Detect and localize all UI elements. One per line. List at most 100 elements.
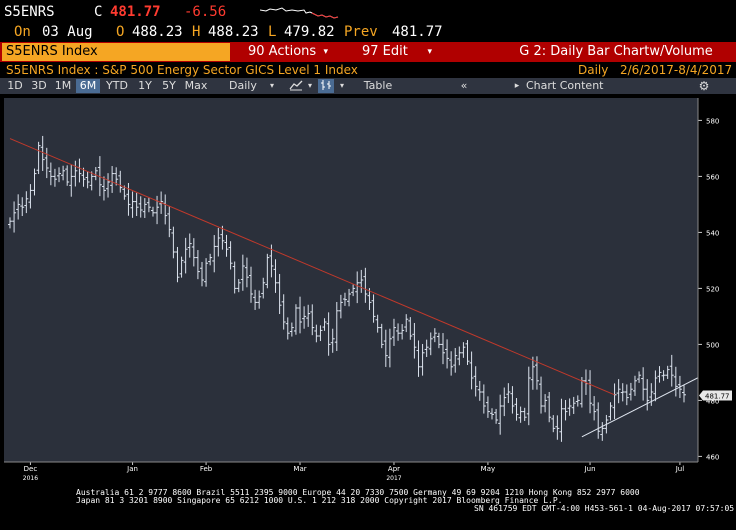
ohlc-bar: [114, 167, 119, 186]
ohlc-bar: [273, 259, 278, 293]
resistance-trendline[interactable]: [9, 138, 615, 396]
range-button-1y[interactable]: 1Y: [138, 79, 152, 92]
ohlc-bar: [257, 290, 262, 309]
double-chevron-left-icon[interactable]: «: [460, 79, 468, 92]
ohlc-bar: [293, 304, 298, 335]
ohlc-bar: [457, 346, 462, 366]
bar-chart-icon[interactable]: [318, 79, 334, 93]
ohlc-bar: [24, 191, 29, 214]
gear-icon[interactable]: ⚙: [698, 79, 710, 93]
y-tick-label: 500: [706, 341, 719, 349]
edit-menu-label: 97 Edit: [362, 44, 408, 59]
ohlc-bar: [628, 382, 633, 401]
range-button-5y[interactable]: 5Y: [162, 79, 176, 92]
ohlc-bar: [559, 398, 564, 442]
ohlc-bar: [432, 328, 437, 343]
ohlc-bar: [530, 356, 535, 390]
chart-title-bar: S5ENRS Index : S&P 500 Energy Sector GIC…: [0, 62, 736, 78]
frequency-select[interactable]: Daily: [226, 79, 267, 93]
ohlc-bar: [481, 384, 486, 414]
footer-line-3: SN 461759 EDT GMT-4:00 H453-561-1 04-Aug…: [474, 504, 735, 513]
x-tick-label: Apr: [388, 465, 400, 473]
table-button[interactable]: Table: [356, 79, 400, 93]
ohlc-bar: [661, 370, 666, 381]
ohlc-bar: [122, 185, 127, 200]
line-tool-dropdown-icon[interactable]: ▾: [307, 81, 312, 90]
ohlc-bar: [608, 402, 613, 421]
last-label: C: [94, 4, 103, 20]
range-button-1m[interactable]: 1M: [54, 79, 72, 92]
ohlc-bar: [632, 375, 637, 396]
ohlc-bar: [563, 399, 568, 421]
ohlc-bar: [138, 196, 143, 218]
ohlc-bar: [65, 165, 70, 186]
support-trendline[interactable]: [581, 377, 699, 438]
footer: Australia 61 2 9777 8600 Brazil 5511 239…: [0, 486, 736, 530]
ohlc-bar: [334, 301, 339, 351]
ohlc-bar: [359, 269, 364, 293]
ohlc-bar: [281, 294, 286, 330]
prev-label: Prev: [344, 24, 378, 40]
ohlc-bar: [57, 167, 62, 183]
line-chart-icon[interactable]: [288, 79, 304, 93]
open-label: O: [116, 24, 125, 40]
ohlc-bar: [645, 379, 650, 411]
range-button-1d[interactable]: 1D: [7, 79, 23, 92]
date-range[interactable]: 2/6/2017-8/4/2017: [620, 63, 733, 77]
ohlc-bar: [469, 351, 474, 390]
frequency-dropdown-icon[interactable]: ▾: [269, 81, 274, 90]
ohlc-bar: [224, 234, 229, 257]
ohlc-bar: [216, 227, 221, 257]
x-tick-label: May: [481, 465, 495, 473]
ohlc-bar: [420, 343, 425, 376]
ohlc-bar: [130, 191, 135, 218]
last-price: 481.77: [110, 4, 161, 20]
ohlc-bar: [199, 261, 204, 287]
ohlc-bar: [490, 408, 495, 420]
ohlc-bar: [318, 325, 323, 342]
ohlc-bar: [175, 246, 180, 283]
x-tick-label: Dec: [24, 465, 38, 473]
range-button-max[interactable]: Max: [184, 79, 208, 92]
ohlc-bar: [424, 339, 429, 357]
on-label: On: [14, 24, 31, 40]
ohlc-bar: [355, 271, 360, 304]
chart-type-dropdown-icon[interactable]: ▾: [339, 81, 344, 90]
ohlc-bar: [85, 171, 90, 189]
ohlc-bar: [473, 366, 478, 397]
ohlc-bar: [514, 398, 519, 421]
ohlc-bar: [302, 306, 307, 329]
actions-menu[interactable]: 90 Actions ▾: [232, 43, 332, 61]
range-button-3d[interactable]: 3D: [31, 79, 47, 92]
ohlc-bar: [269, 244, 274, 278]
ohlc-bar: [551, 415, 556, 433]
chart-content-label: Chart Content: [526, 79, 604, 92]
quote-row-2: On 03 Aug O 488.23 H 488.23 L 479.82 Pre…: [0, 22, 736, 42]
edit-menu[interactable]: 97 Edit ▾: [336, 43, 436, 61]
ohlc-bar: [228, 241, 233, 270]
price-change: -6.56: [184, 4, 227, 20]
ohlc-bar: [212, 235, 217, 273]
ohlc-bar: [408, 317, 413, 340]
price-chart[interactable]: 460 480 500 520 540 560 580 Dec 2016 Jan Feb Mar Ap…: [0, 96, 736, 486]
ohlc-bar: [342, 292, 347, 306]
ohlc-bar: [682, 385, 686, 403]
ohlc-bar: [653, 370, 658, 402]
ohlc-bar: [449, 351, 454, 376]
chart-content-button[interactable]: Chart Content: [526, 79, 646, 93]
period-label: Daily: [578, 63, 609, 77]
high-value: 488.23: [208, 24, 259, 40]
y-tick-label: 480: [706, 397, 719, 405]
chart-toolbar: 1D 3D 1M 6M YTD 1Y 5Y Max Daily ▾ ▾ ▾ Table « ▸…: [0, 78, 736, 94]
ohlc-bar: [375, 314, 380, 333]
prev-value: 481.77: [392, 24, 443, 40]
ohlc-bar: [142, 198, 147, 218]
ohlc-bar: [310, 304, 315, 336]
security-field[interactable]: S5ENRS Index: [2, 43, 230, 61]
chart-content-expand-icon[interactable]: ▸: [514, 81, 520, 91]
ohlc-bar: [506, 383, 511, 404]
range-button-6m[interactable]: 6M: [76, 79, 100, 93]
ohlc-bar: [502, 387, 507, 417]
range-button-ytd[interactable]: YTD: [106, 79, 128, 92]
ohlc-bar: [510, 386, 515, 414]
